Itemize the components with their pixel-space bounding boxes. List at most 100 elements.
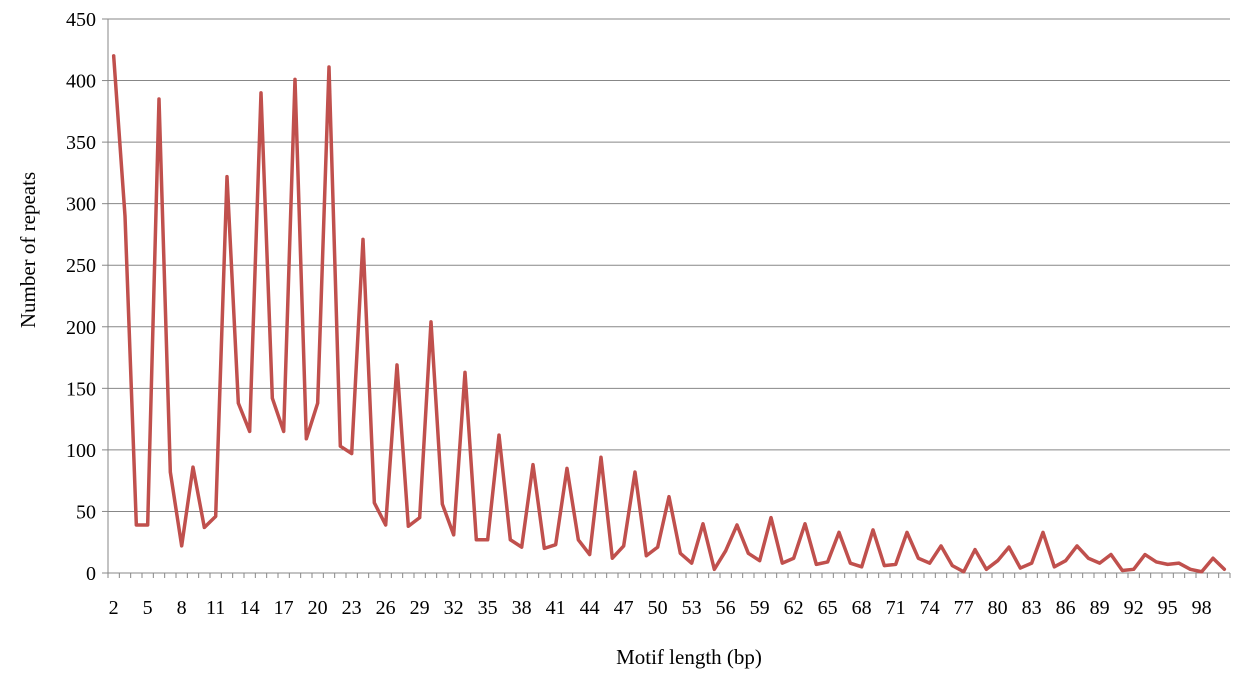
- x-tick-label: 38: [512, 597, 532, 619]
- x-tick-label: 44: [580, 597, 600, 619]
- data-point: [1109, 553, 1113, 557]
- data-point: [565, 466, 569, 470]
- data-point: [486, 538, 490, 542]
- data-point: [860, 565, 864, 569]
- x-tick-label: 59: [750, 597, 770, 619]
- data-point: [384, 523, 388, 527]
- data-point: [1143, 553, 1147, 557]
- data-point: [1222, 567, 1226, 571]
- data-point: [939, 544, 943, 548]
- x-tick-label: 95: [1158, 597, 1178, 619]
- data-point: [180, 544, 184, 548]
- data-point: [350, 452, 354, 456]
- data-point: [576, 538, 580, 542]
- y-tick-label: 150: [66, 378, 96, 400]
- data-point: [882, 564, 886, 568]
- data-point: [1064, 559, 1068, 563]
- data-point: [588, 553, 592, 557]
- data-point: [236, 401, 240, 405]
- x-axis-ticks: 2 5 8 11 14 17 20 23 26 29 32 35 38 41 44 47 50 53 56 59 62 6…: [107, 573, 1231, 619]
- data-point: [542, 546, 546, 550]
- data-point: [202, 525, 206, 529]
- data-point: [474, 538, 478, 542]
- x-tick-label: 32: [444, 597, 464, 619]
- data-point: [1075, 544, 1079, 548]
- data-point: [270, 396, 274, 400]
- data-point: [440, 502, 444, 506]
- data-point: [905, 530, 909, 534]
- data-point: [871, 528, 875, 532]
- data-point: [1041, 530, 1045, 534]
- data-point: [282, 429, 286, 433]
- x-tick-label: 65: [818, 597, 838, 619]
- x-tick-label: 56: [716, 597, 736, 619]
- x-tick-label: 53: [682, 597, 702, 619]
- data-point: [214, 514, 218, 518]
- y-tick-label: 300: [66, 194, 96, 216]
- data-point: [667, 495, 671, 499]
- data-point: [735, 523, 739, 527]
- data-point: [463, 370, 467, 374]
- data-point: [304, 437, 308, 441]
- data-point: [191, 465, 195, 469]
- data-point: [644, 554, 648, 558]
- data-point: [916, 556, 920, 560]
- data-point: [123, 214, 127, 218]
- data-point: [168, 470, 172, 474]
- y-axis-ticks: 0 50 100 150 200 250 300 350 400 450: [66, 9, 108, 585]
- data-point: [361, 237, 365, 241]
- data-point: [1166, 562, 1170, 566]
- y-tick-label: 100: [66, 440, 96, 462]
- data-point: [1132, 567, 1136, 571]
- data-point: [724, 549, 728, 553]
- x-tick-label: 29: [410, 597, 430, 619]
- data-point: [701, 522, 705, 526]
- x-axis-title: Motif length (bp): [616, 645, 762, 669]
- data-point: [531, 463, 535, 467]
- data-point: [157, 97, 161, 101]
- data-point: [1052, 565, 1056, 569]
- x-tick-label: 83: [1022, 597, 1042, 619]
- series-group: [111, 54, 1227, 574]
- data-point: [599, 455, 603, 459]
- data-point: [338, 444, 342, 448]
- y-tick-label: 350: [66, 132, 96, 154]
- data-point: [837, 530, 841, 534]
- data-point: [1086, 556, 1090, 560]
- data-point: [554, 543, 558, 547]
- x-tick-label: 89: [1090, 597, 1110, 619]
- data-point: [248, 429, 252, 433]
- data-point: [656, 545, 660, 549]
- x-tick-label: 77: [954, 597, 974, 619]
- x-tick-label: 62: [784, 597, 804, 619]
- x-tick-label: 8: [177, 597, 187, 619]
- data-point: [1098, 561, 1102, 565]
- data-point: [633, 470, 637, 474]
- data-point: [146, 523, 150, 527]
- data-point: [1007, 545, 1011, 549]
- x-tick-label: 71: [886, 597, 906, 619]
- data-point: [395, 363, 399, 367]
- data-point: [996, 559, 1000, 563]
- data-point: [452, 533, 456, 537]
- data-point: [1120, 569, 1124, 573]
- data-point: [112, 54, 116, 58]
- data-point: [372, 501, 376, 505]
- data-point: [225, 175, 229, 179]
- data-point: [950, 564, 954, 568]
- x-tick-label: 86: [1056, 597, 1076, 619]
- data-point: [894, 562, 898, 566]
- data-point: [848, 561, 852, 565]
- x-tick-label: 26: [376, 597, 396, 619]
- data-point: [134, 523, 138, 527]
- data-point: [984, 567, 988, 571]
- data-point: [622, 544, 626, 548]
- data-point: [758, 559, 762, 563]
- data-point: [1177, 561, 1181, 565]
- data-point: [259, 91, 263, 95]
- data-point: [1188, 567, 1192, 571]
- y-tick-label: 50: [76, 501, 96, 523]
- data-point: [327, 65, 331, 69]
- data-point: [293, 77, 297, 81]
